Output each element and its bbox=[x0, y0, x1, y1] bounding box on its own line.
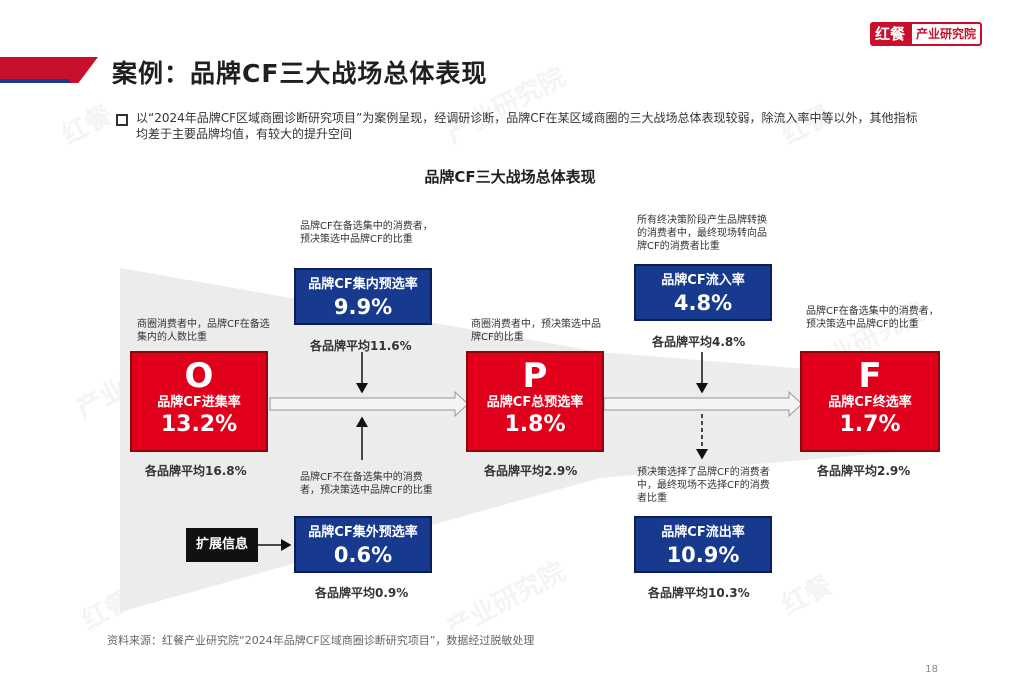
stage-f-label: 品牌CF终选率 bbox=[828, 395, 912, 410]
metric-inflow-box: 品牌CF流入率 4.8% bbox=[634, 264, 772, 321]
metric-outflow-label: 品牌CF流出率 bbox=[661, 525, 745, 540]
metric-inner-label: 品牌CF集内预选率 bbox=[308, 277, 418, 292]
intro-text: 以“2024年品牌CF区域商圈诊断研究项目”为案例呈现，经调研诊断，品牌CF在某… bbox=[136, 111, 918, 141]
header-accent-bar bbox=[0, 57, 98, 83]
brand-logo: 红餐 产业研究院 bbox=[869, 22, 982, 46]
note-p: 商圈消费者中，预决策选中品牌CF的比重 bbox=[471, 319, 601, 343]
metric-inner-box: 品牌CF集内预选率 9.9% bbox=[294, 268, 432, 325]
avg-p: 各品牌平均2.9% bbox=[484, 464, 578, 478]
logo-white-part: 产业研究院 bbox=[909, 22, 982, 46]
avg-inflow: 各品牌平均4.8% bbox=[652, 335, 746, 349]
avg-f: 各品牌平均2.9% bbox=[817, 464, 911, 478]
note-inner: 品牌CF在备选集中的消费者，预决策选中品牌CF的比重 bbox=[300, 221, 433, 245]
page-number: 18 bbox=[925, 664, 938, 675]
diagram-title: 品牌CF三大战场总体表现 bbox=[424, 168, 596, 186]
avg-inner: 各品牌平均11.6% bbox=[310, 339, 412, 353]
note-f: 品牌CF在备选集中的消费者，预决策选中品牌CF的比重 bbox=[806, 306, 939, 330]
stage-p-label: 品牌CF总预选率 bbox=[486, 395, 584, 410]
metric-inflow-label: 品牌CF流入率 bbox=[661, 273, 745, 288]
page-title: 案例：品牌CF三大战场总体表现 bbox=[112, 59, 488, 88]
stage-f-value: 1.7% bbox=[839, 412, 901, 437]
stage-p-letter: P bbox=[522, 356, 548, 396]
stage-f-letter: F bbox=[858, 356, 882, 396]
stage-p-box: P 品牌CF总预选率 1.8% bbox=[466, 351, 604, 452]
stage-o-box: O 品牌CF进集率 13.2% bbox=[130, 351, 268, 452]
stage-p-value: 1.8% bbox=[504, 412, 566, 437]
metric-inner-value: 9.9% bbox=[333, 295, 393, 319]
note-outflow: 预决策选择了品牌CF的消费者中，最终现场不选择CF的消费者比重 bbox=[637, 467, 770, 504]
metric-inflow-value: 4.8% bbox=[673, 291, 733, 315]
stage-o-label: 品牌CF进集率 bbox=[157, 395, 241, 410]
arrow-p-to-f bbox=[603, 390, 803, 418]
extension-info-box: 扩展信息 bbox=[186, 528, 258, 562]
logo-red-part: 红餐 bbox=[869, 22, 910, 46]
source-note: 资料来源：红餐产业研究院“2024年品牌CF区域商圈诊断研究项目”，数据经过脱敏… bbox=[107, 634, 535, 647]
stage-o-value: 13.2% bbox=[160, 412, 238, 437]
header-accent-stripe bbox=[0, 79, 70, 83]
metric-outflow-value: 10.9% bbox=[666, 543, 740, 567]
bullet-square-icon bbox=[116, 114, 128, 126]
avg-outer: 各品牌平均0.9% bbox=[315, 586, 409, 600]
stage-f-box: F 品牌CF终选率 1.7% bbox=[800, 351, 940, 452]
note-o: 商圈消费者中，品牌CF在备选集内的人数比重 bbox=[137, 319, 270, 343]
stage-o-letter: O bbox=[184, 356, 214, 396]
avg-outflow: 各品牌平均10.3% bbox=[648, 586, 750, 600]
metric-outflow-box: 品牌CF流出率 10.9% bbox=[634, 516, 772, 573]
metric-outer-value: 0.6% bbox=[333, 543, 393, 567]
metric-outer-label: 品牌CF集外预选率 bbox=[308, 525, 418, 540]
note-outer: 品牌CF不在备选集中的消费者，预决策选中品牌CF的比重 bbox=[300, 472, 433, 496]
metric-outer-box: 品牌CF集外预选率 0.6% bbox=[294, 516, 432, 573]
avg-o: 各品牌平均16.8% bbox=[145, 464, 247, 478]
note-inflow: 所有终决策阶段产生品牌转换的消费者中，最终现场转向品牌CF的消费者比重 bbox=[637, 215, 767, 252]
arrow-o-to-p bbox=[269, 390, 469, 418]
